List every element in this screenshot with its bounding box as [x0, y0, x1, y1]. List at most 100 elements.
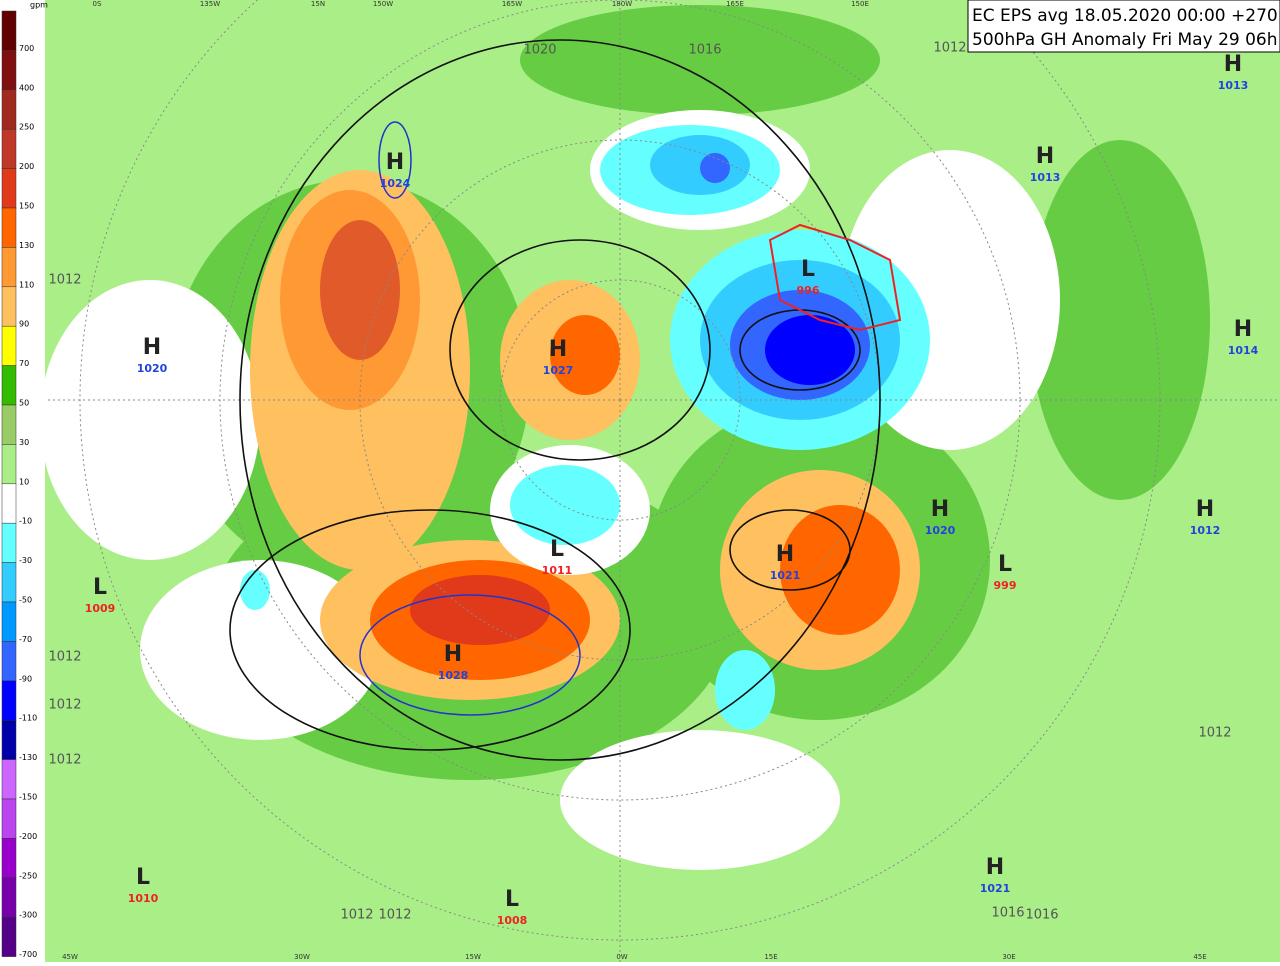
center-value: 1021: [770, 569, 801, 582]
legend-label: -130: [19, 753, 37, 762]
header-line: 500hPa GH Anomaly Fri May 29 06h: [972, 30, 1278, 50]
legend-label: -300: [19, 911, 37, 920]
legend-label: -50: [19, 596, 32, 605]
isobar-label: 1012: [378, 908, 411, 923]
center-letter: L: [505, 887, 519, 912]
center-letter: H: [1234, 317, 1252, 342]
legend-swatch: [1, 168, 17, 209]
legend-swatch: [1, 10, 17, 51]
center-letter: H: [1224, 52, 1242, 77]
legend-label: 200: [19, 162, 34, 171]
legend-label: -250: [19, 871, 37, 880]
longitude-label: 165W: [502, 0, 522, 8]
legend-label: 50: [19, 399, 29, 408]
longitude-label: 30W: [294, 953, 310, 961]
low-contour: [768, 223, 902, 332]
legend-swatch: [1, 247, 17, 288]
legend-label: 150: [19, 202, 34, 211]
longitude-label: 0S: [93, 0, 102, 8]
center-value: 1014: [1228, 344, 1259, 357]
longitude-label: 15E: [764, 953, 777, 961]
legend-swatch: [1, 719, 17, 760]
legend-label: -110: [19, 714, 37, 723]
longitude-label: 30E: [1002, 953, 1015, 961]
legend-label: 250: [19, 123, 34, 132]
isobar-label: 1016: [991, 906, 1024, 921]
center-letter: H: [386, 150, 404, 175]
legend-swatch: [1, 483, 17, 524]
legend-swatch: [1, 680, 17, 721]
isobar-label: 1012: [48, 650, 81, 665]
legend-label: 10: [19, 477, 29, 486]
center-value: 1028: [438, 669, 469, 682]
legend-swatch: [1, 325, 17, 366]
isobar-label: 1012: [48, 698, 81, 713]
legend-swatch: [1, 444, 17, 485]
legend-swatch: [1, 877, 17, 918]
legend-swatch: [1, 916, 17, 957]
legend-swatch: [1, 838, 17, 879]
legend-label: -10: [19, 517, 32, 526]
legend-swatch: [1, 365, 17, 406]
legend-swatch: [1, 798, 17, 839]
legend-swatch: [1, 759, 17, 800]
longitude-label: 45E: [1193, 953, 1206, 961]
center-value: 996: [797, 284, 820, 297]
center-value: 1008: [497, 914, 528, 927]
longitude-label: 15N: [311, 0, 325, 8]
legend-swatch: [1, 128, 17, 169]
legend-swatch: [1, 207, 17, 248]
legend-swatch: [1, 562, 17, 603]
legend-label: -70: [19, 635, 32, 644]
legend-swatch: [1, 50, 17, 91]
center-letter: L: [93, 575, 107, 600]
center-letter: L: [801, 257, 815, 282]
center-value: 1011: [542, 564, 573, 577]
center-letter: H: [444, 642, 462, 667]
legend-label: -150: [19, 793, 37, 802]
isobar-label: 1012: [340, 908, 373, 923]
center-letter: H: [143, 335, 161, 360]
center-value: 1013: [1030, 171, 1061, 184]
legend-label: 70: [19, 359, 29, 368]
center-value: 1024: [380, 177, 411, 190]
legend-label: -700: [19, 950, 37, 959]
isobar-label: 1016: [1025, 908, 1058, 923]
legend-label: 30: [19, 438, 29, 447]
high-contour: [378, 121, 412, 199]
center-letter: H: [549, 337, 567, 362]
isobar-label: 1012: [48, 753, 81, 768]
longitude-label: 165E: [726, 0, 744, 8]
longitude-label: 180W: [612, 0, 632, 8]
legend-swatch: [1, 641, 17, 682]
legend-label: 700: [19, 44, 34, 53]
center-value: 1010: [128, 892, 159, 905]
legend-swatch: [1, 286, 17, 327]
isobar-label: 1012: [933, 41, 966, 56]
legend-label: -200: [19, 832, 37, 841]
longitude-label: 150W: [373, 0, 393, 8]
center-value: 999: [994, 579, 1017, 592]
center-value: 1021: [980, 882, 1011, 895]
legend-label: 110: [19, 280, 34, 289]
longitude-label: 135W: [200, 0, 220, 8]
center-value: 1013: [1218, 79, 1249, 92]
longitude-label: 0W: [616, 953, 627, 961]
longitude-label: 150E: [851, 0, 869, 8]
legend-swatch: [1, 404, 17, 445]
header-box: [967, 0, 1280, 53]
high-contour: [359, 594, 581, 716]
legend-unit: gpm: [30, 1, 48, 10]
center-letter: H: [1036, 144, 1054, 169]
center-letter: H: [986, 855, 1004, 880]
center-letter: H: [1196, 497, 1214, 522]
legend-swatch: [1, 522, 17, 563]
center-letter: L: [550, 537, 564, 562]
legend-label: 90: [19, 320, 29, 329]
legend-swatch: [1, 89, 17, 130]
legend-label: -30: [19, 556, 32, 565]
center-value: 1020: [137, 362, 168, 375]
center-letter: L: [998, 552, 1012, 577]
isobars: [229, 39, 881, 761]
